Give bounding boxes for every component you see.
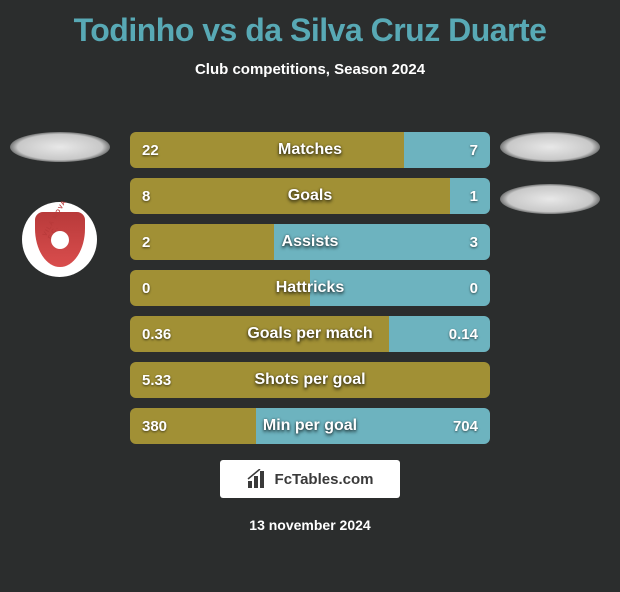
club-right-placeholder-icon [500,184,600,214]
bar-chart-icon [247,469,269,489]
subtitle: Club competitions, Season 2024 [0,61,620,78]
page-title: Todinho vs da Silva Cruz Duarte [0,12,620,49]
metric-label: Goals per match [130,325,490,343]
shield-icon: VILA NOVA F.C. [35,212,85,267]
metric-label: Shots per goal [130,371,490,389]
metric-right-value: 0.14 [449,326,478,343]
metric-right-value: 1 [470,188,478,205]
comparison-bars: 22Matches7 8Goals1 2Assists3 0Hattricks0 0.3… [130,132,490,454]
footer-brand-text: FcTables.com [275,471,374,488]
badge-text: VILA NOVA F.C. [42,191,77,240]
metric-row: 5.33Shots per goal [130,362,490,398]
metric-row: 2Assists3 [130,224,490,260]
footer-brand-logo: FcTables.com [220,460,400,498]
metric-row: 8Goals1 [130,178,490,214]
metric-label: Goals [130,187,490,205]
metric-label: Assists [130,233,490,251]
metric-right-value: 3 [470,234,478,251]
metric-row: 0Hattricks0 [130,270,490,306]
club-badge-left: VILA NOVA F.C. [22,202,97,277]
metric-row: 22Matches7 [130,132,490,168]
metric-right-value: 704 [453,418,478,435]
player-left-avatar-area: VILA NOVA F.C. [10,132,110,277]
metric-row: 0.36Goals per match0.14 [130,316,490,352]
player-left-placeholder-icon [10,132,110,162]
metric-right-value: 0 [470,280,478,297]
metric-row: 380Min per goal704 [130,408,490,444]
date-label: 13 november 2024 [0,517,620,533]
metric-label: Min per goal [130,417,490,435]
player-right-avatar-area [500,132,600,214]
metric-label: Hattricks [130,279,490,297]
metric-label: Matches [130,141,490,159]
metric-right-value: 7 [470,142,478,159]
player-right-placeholder-icon [500,132,600,162]
